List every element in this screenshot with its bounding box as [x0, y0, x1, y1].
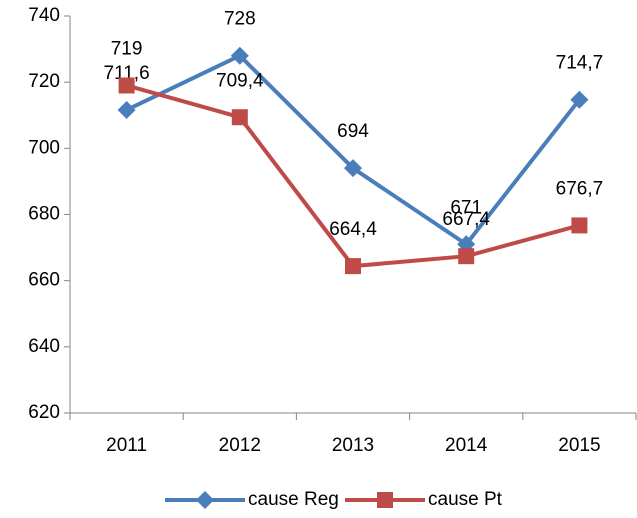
data-label: 671 [450, 197, 482, 218]
legend-marker [377, 492, 393, 508]
data-point [118, 77, 135, 94]
data-point [345, 258, 361, 275]
y-tick-label: 720 [28, 71, 60, 92]
y-tick-label: 640 [28, 336, 60, 357]
data-label: 714,7 [556, 53, 604, 74]
data-label: 711,6 [104, 63, 150, 84]
data-point [458, 248, 475, 265]
data-point [117, 100, 136, 119]
x-tick-label: 2015 [558, 435, 600, 456]
y-tick-label: 740 [28, 5, 60, 26]
x-tick-label: 2013 [332, 435, 374, 456]
data-label: 676,7 [556, 178, 604, 199]
y-tick-label: 660 [28, 270, 60, 291]
legend-label: cause Reg [248, 489, 339, 510]
data-label: 664,4 [329, 219, 377, 240]
data-label: 694 [337, 121, 369, 142]
data-point [231, 109, 248, 126]
data-label: 728 [224, 9, 256, 30]
legend-label: cause Pt [428, 489, 503, 510]
legend-marker [196, 491, 214, 509]
y-tick-label: 620 [28, 402, 60, 423]
y-tick-label: 680 [28, 204, 60, 225]
x-tick-label: 2011 [106, 435, 147, 456]
data-point [230, 46, 249, 65]
x-tick-label: 2014 [445, 435, 488, 456]
x-tick-label: 2012 [219, 435, 261, 456]
y-tick-label: 700 [28, 137, 60, 158]
data-label: 709,4 [216, 70, 264, 91]
data-label: 667,4 [442, 209, 490, 230]
series-line [125, 53, 581, 247]
data-point [571, 217, 588, 234]
data-point [570, 90, 589, 109]
data-point [344, 159, 362, 178]
data-label: 719 [111, 38, 143, 59]
